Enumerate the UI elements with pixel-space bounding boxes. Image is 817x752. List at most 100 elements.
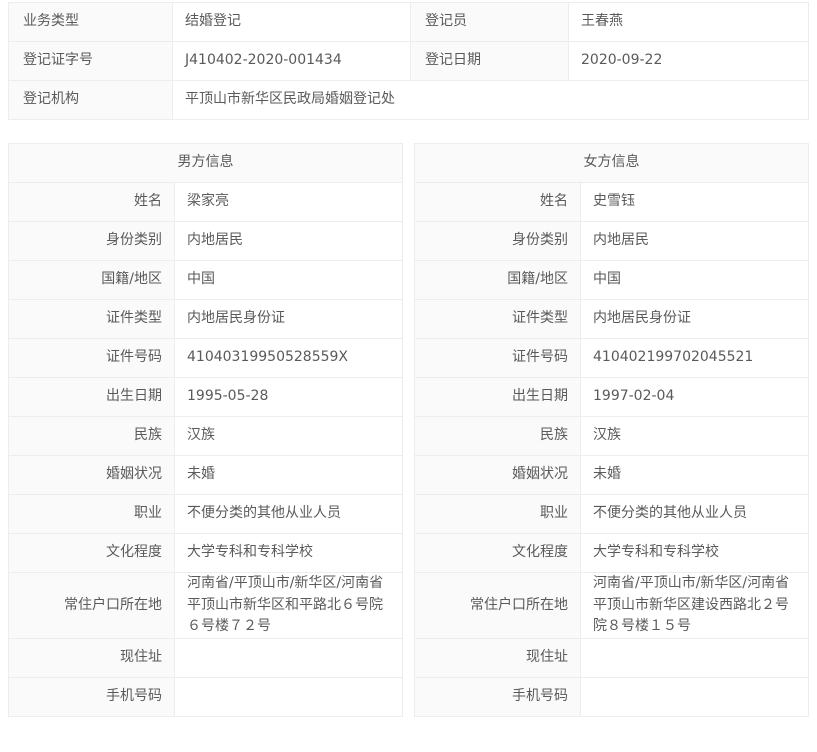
female-nationality-value: 中国 (580, 260, 809, 300)
agency-label: 登记机构 (8, 80, 173, 120)
female-current-address-value (580, 638, 809, 679)
female-household-address-value: 河南省/平顶山市/新华区/河南省平顶山市新华区建设西路北２号院８号楼１５号 (580, 571, 809, 640)
male-phone-value (174, 677, 403, 718)
table-row: 文化程度 大学专科和专科学校 (414, 533, 809, 573)
male-birth-date-label: 出生日期 (8, 377, 175, 417)
male-education-value: 大学专科和专科学校 (174, 533, 403, 573)
male-nationality-label: 国籍/地区 (8, 260, 175, 300)
table-row: 常住户口所在地 河南省/平顶山市/新华区/河南省平顶山市新华区建设西路北２号院８… (414, 571, 809, 640)
table-row: 证件类型 内地居民身份证 (8, 299, 403, 339)
female-info-table: 女方信息 姓名 史雪钰 身份类别 内地居民 国籍/地区 中国 (414, 143, 809, 718)
table-row: 文化程度 大学专科和专科学校 (8, 533, 403, 573)
male-info-column: 男方信息 姓名 梁家亮 身份类别 内地居民 国籍/地区 中国 (8, 143, 403, 718)
male-birth-date-value: 1995-05-28 (174, 377, 403, 417)
table-row: 出生日期 1997-02-04 (414, 377, 809, 417)
female-identity-category-value: 内地居民 (580, 221, 809, 261)
male-phone-label: 手机号码 (8, 677, 175, 718)
male-occupation-label: 职业 (8, 494, 175, 534)
male-marital-status-label: 婚姻状况 (8, 455, 175, 495)
female-id-type-value: 内地居民身份证 (580, 299, 809, 339)
business-type-label: 业务类型 (8, 2, 173, 42)
female-phone-value (580, 677, 809, 718)
agency-value: 平顶山市新华区民政局婚姻登记处 (172, 80, 809, 120)
female-ethnicity-label: 民族 (414, 416, 581, 456)
male-id-type-value: 内地居民身份证 (174, 299, 403, 339)
female-birth-date-label: 出生日期 (414, 377, 581, 417)
male-identity-category-value: 内地居民 (174, 221, 403, 261)
table-row: 常住户口所在地 河南省/平顶山市/新华区/河南省平顶山市新华区和平路北６号院６号… (8, 571, 403, 640)
certificate-number-label: 登记证字号 (8, 41, 173, 81)
male-info-table: 男方信息 姓名 梁家亮 身份类别 内地居民 国籍/地区 中国 (8, 143, 403, 718)
registrar-label: 登记员 (410, 2, 569, 42)
male-household-address-label: 常住户口所在地 (8, 571, 175, 640)
female-occupation-value: 不便分类的其他从业人员 (580, 494, 809, 534)
table-row: 业务类型 结婚登记 登记员 王春燕 (8, 2, 809, 42)
table-row: 手机号码 (8, 677, 403, 718)
table-row: 身份类别 内地居民 (8, 221, 403, 261)
female-current-address-label: 现住址 (414, 638, 581, 679)
male-marital-status-value: 未婚 (174, 455, 403, 495)
table-row: 女方信息 (414, 143, 809, 183)
female-education-value: 大学专科和专科学校 (580, 533, 809, 573)
female-id-type-label: 证件类型 (414, 299, 581, 339)
certificate-number-value: J410402-2020-001434 (172, 41, 411, 81)
male-identity-category-label: 身份类别 (8, 221, 175, 261)
table-row: 身份类别 内地居民 (414, 221, 809, 261)
person-info-tables: 男方信息 姓名 梁家亮 身份类别 内地居民 国籍/地区 中国 (8, 143, 809, 718)
female-nationality-label: 国籍/地区 (414, 260, 581, 300)
table-row: 职业 不便分类的其他从业人员 (8, 494, 403, 534)
female-id-number-label: 证件号码 (414, 338, 581, 378)
table-row: 证件号码 410402199702045521 (414, 338, 809, 378)
female-phone-label: 手机号码 (414, 677, 581, 718)
male-section-title: 男方信息 (8, 143, 403, 183)
table-row: 现住址 (414, 638, 809, 679)
table-row: 民族 汉族 (8, 416, 403, 456)
female-education-label: 文化程度 (414, 533, 581, 573)
male-ethnicity-label: 民族 (8, 416, 175, 456)
table-row: 登记证字号 J410402-2020-001434 登记日期 2020-09-2… (8, 41, 809, 81)
female-identity-category-label: 身份类别 (414, 221, 581, 261)
male-household-address-value: 河南省/平顶山市/新华区/河南省平顶山市新华区和平路北６号院６号楼７２号 (174, 571, 403, 640)
table-row: 婚姻状况 未婚 (8, 455, 403, 495)
female-id-number-value: 410402199702045521 (580, 338, 809, 378)
female-marital-status-value: 未婚 (580, 455, 809, 495)
female-name-label: 姓名 (414, 182, 581, 222)
table-row: 姓名 史雪钰 (414, 182, 809, 222)
female-name-value: 史雪钰 (580, 182, 809, 222)
male-id-number-label: 证件号码 (8, 338, 175, 378)
male-name-value: 梁家亮 (174, 182, 403, 222)
male-current-address-label: 现住址 (8, 638, 175, 679)
table-row: 证件类型 内地居民身份证 (414, 299, 809, 339)
female-section-title: 女方信息 (414, 143, 809, 183)
table-row: 手机号码 (414, 677, 809, 718)
female-marital-status-label: 婚姻状况 (414, 455, 581, 495)
registration-date-value: 2020-09-22 (568, 41, 809, 81)
table-row: 出生日期 1995-05-28 (8, 377, 403, 417)
business-type-value: 结婚登记 (172, 2, 411, 42)
table-row: 职业 不便分类的其他从业人员 (414, 494, 809, 534)
table-row: 姓名 梁家亮 (8, 182, 403, 222)
table-row: 国籍/地区 中国 (8, 260, 403, 300)
male-education-label: 文化程度 (8, 533, 175, 573)
female-birth-date-value: 1997-02-04 (580, 377, 809, 417)
male-id-type-label: 证件类型 (8, 299, 175, 339)
male-occupation-value: 不便分类的其他从业人员 (174, 494, 403, 534)
male-current-address-value (174, 638, 403, 679)
table-row: 现住址 (8, 638, 403, 679)
female-info-column: 女方信息 姓名 史雪钰 身份类别 内地居民 国籍/地区 中国 (414, 143, 809, 718)
table-row: 证件号码 41040319950528559X (8, 338, 403, 378)
table-row: 登记机构 平顶山市新华区民政局婚姻登记处 (8, 80, 809, 120)
female-household-address-label: 常住户口所在地 (414, 571, 581, 640)
female-ethnicity-value: 汉族 (580, 416, 809, 456)
male-ethnicity-value: 汉族 (174, 416, 403, 456)
registration-date-label: 登记日期 (410, 41, 569, 81)
male-id-number-value: 41040319950528559X (174, 338, 403, 378)
table-row: 国籍/地区 中国 (414, 260, 809, 300)
female-occupation-label: 职业 (414, 494, 581, 534)
registration-summary-table-wrapper: 业务类型 结婚登记 登记员 王春燕 登记证字号 J410402-2020-001… (8, 2, 809, 120)
registration-summary-table: 业务类型 结婚登记 登记员 王春燕 登记证字号 J410402-2020-001… (8, 2, 809, 120)
registrar-value: 王春燕 (568, 2, 809, 42)
table-row: 男方信息 (8, 143, 403, 183)
table-row: 民族 汉族 (414, 416, 809, 456)
